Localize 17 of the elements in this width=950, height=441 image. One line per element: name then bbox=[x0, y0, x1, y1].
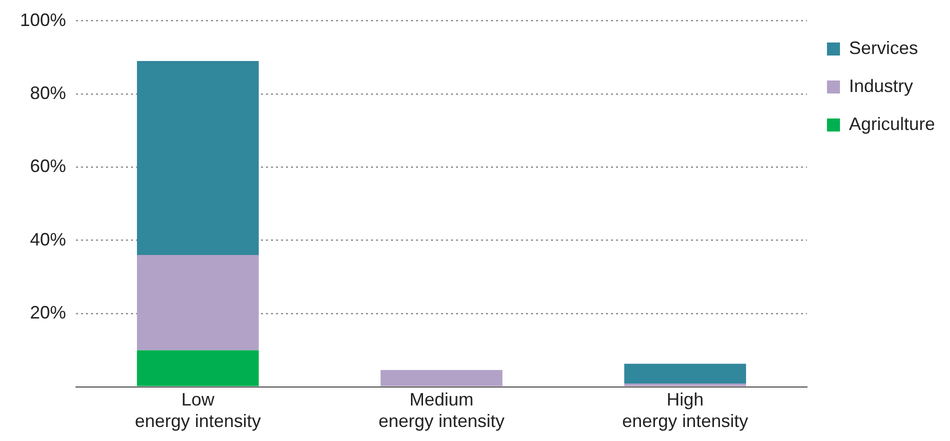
y-tick-label: 80% bbox=[30, 82, 66, 103]
y-tick-label: 60% bbox=[30, 156, 66, 176]
legend-label: Agriculture bbox=[848, 114, 936, 134]
x-tick-label: Low energy intensity bbox=[134, 390, 261, 432]
legend-label: Industry bbox=[848, 76, 913, 96]
x-tick-label: High energy intensity bbox=[622, 390, 748, 432]
y-tick-label: 40% bbox=[30, 229, 66, 250]
bar bbox=[136, 255, 259, 350]
bar bbox=[136, 350, 259, 386]
bar bbox=[624, 384, 746, 386]
x-tick-label: Medium energy intensity bbox=[378, 390, 505, 432]
y-tick-label: 20% bbox=[30, 302, 66, 323]
bar bbox=[624, 364, 746, 384]
bar bbox=[380, 370, 502, 386]
y-tick-label: 100% bbox=[20, 10, 66, 30]
legend-label: Services bbox=[848, 38, 918, 58]
bar bbox=[136, 61, 259, 256]
